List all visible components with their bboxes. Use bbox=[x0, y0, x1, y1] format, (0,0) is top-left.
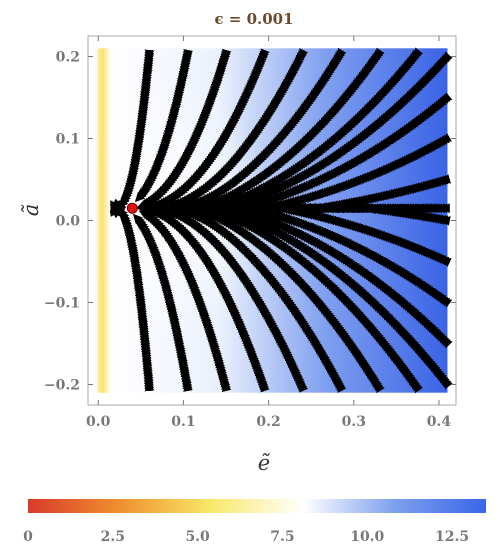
colorbar: 0 2.5 5.0 7.5 10.0 12.5 bbox=[23, 499, 486, 545]
x-tick-label: 0.0 bbox=[86, 414, 111, 430]
fixed-point-marker bbox=[126, 202, 138, 214]
y-tick-label: 0.2 bbox=[56, 50, 80, 66]
streamlines bbox=[109, 47, 453, 394]
colorbar-tick-label: 0 bbox=[23, 529, 33, 545]
colorbar-tick-label: 12.5 bbox=[435, 529, 469, 545]
x-axis-ticks: 0.0 0.1 0.2 0.3 0.4 bbox=[86, 36, 451, 430]
y-tick-label: 0.0 bbox=[56, 214, 81, 230]
colorbar-tick-label: 2.5 bbox=[101, 529, 125, 545]
y-axis-ticks: −0.2 −0.1 0.0 0.1 0.2 bbox=[44, 50, 456, 394]
y-tick-label: 0.1 bbox=[56, 132, 80, 148]
chart-title: ϵ = 0.001 bbox=[214, 10, 293, 28]
x-tick-label: 0.3 bbox=[342, 414, 366, 430]
x-axis-label: ẽ bbox=[258, 451, 271, 475]
colorbar-gradient bbox=[28, 499, 486, 513]
colorbar-tick-label: 10.0 bbox=[350, 529, 384, 545]
colorbar-tick-label: 5.0 bbox=[185, 529, 210, 545]
x-tick-label: 0.1 bbox=[171, 414, 195, 430]
x-tick-label: 0.4 bbox=[427, 414, 452, 430]
x-tick-label: 0.2 bbox=[256, 414, 280, 430]
y-axis-label: ã bbox=[19, 204, 43, 217]
y-tick-label: −0.1 bbox=[44, 296, 80, 312]
y-tick-label: −0.2 bbox=[44, 378, 80, 394]
colorbar-tick-label: 7.5 bbox=[270, 529, 294, 545]
colorbar-ticks: 0 2.5 5.0 7.5 10.0 12.5 bbox=[23, 529, 469, 545]
plot-area bbox=[79, 35, 457, 406]
low-value-band bbox=[94, 48, 111, 393]
